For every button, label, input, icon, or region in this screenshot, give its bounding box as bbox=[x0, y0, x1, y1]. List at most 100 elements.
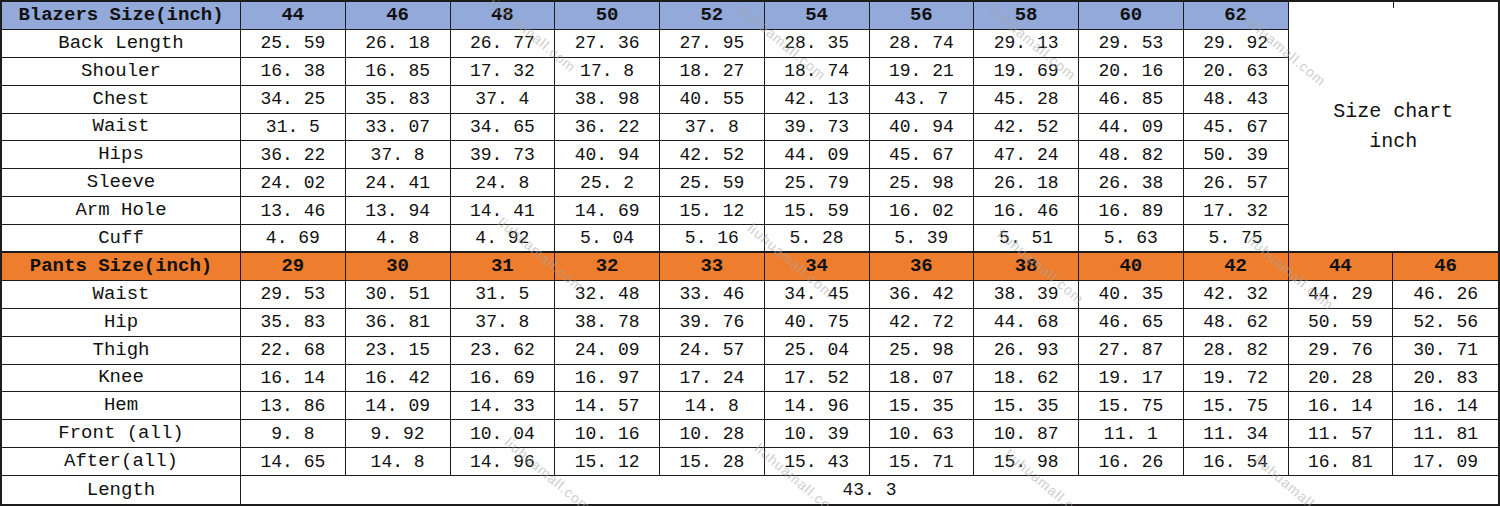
size-value-cell: 5. 28 bbox=[765, 225, 870, 253]
size-value-cell: 37. 8 bbox=[660, 114, 765, 142]
size-value-cell: 29. 53 bbox=[1079, 30, 1184, 58]
size-value-cell: 24. 8 bbox=[451, 169, 556, 197]
size-value-cell: 20. 83 bbox=[1393, 365, 1498, 393]
size-value-cell: 15. 75 bbox=[1079, 392, 1184, 420]
size-value-cell: 10. 28 bbox=[660, 420, 765, 448]
col-header-pants: 38 bbox=[974, 253, 1079, 281]
row-label: Chest bbox=[2, 86, 241, 114]
col-header-pants: 30 bbox=[346, 253, 451, 281]
row-label: Back Length bbox=[2, 30, 241, 58]
size-value-cell: 18. 62 bbox=[974, 365, 1079, 393]
size-value-cell: 17. 09 bbox=[1393, 448, 1498, 476]
size-value-cell: 19. 72 bbox=[1184, 365, 1289, 393]
size-value-cell: 48. 43 bbox=[1184, 86, 1289, 114]
size-value-cell: 13. 94 bbox=[346, 197, 451, 225]
size-value-cell: 26. 77 bbox=[451, 30, 556, 58]
col-header-blazers: 50 bbox=[555, 2, 660, 30]
size-value-cell: 9. 92 bbox=[346, 420, 451, 448]
size-value-cell: 14. 8 bbox=[660, 392, 765, 420]
size-value-cell: 36. 22 bbox=[241, 141, 346, 169]
size-value-cell: 5. 75 bbox=[1184, 225, 1289, 253]
size-value-cell: 16. 69 bbox=[451, 365, 556, 393]
size-value-cell: 10. 87 bbox=[974, 420, 1079, 448]
size-value-cell: 4. 8 bbox=[346, 225, 451, 253]
size-value-cell: 25. 04 bbox=[765, 337, 870, 365]
col-header-pants: 36 bbox=[870, 253, 975, 281]
size-value-cell: 27. 36 bbox=[555, 30, 660, 58]
size-value-cell: 25. 98 bbox=[870, 169, 975, 197]
size-value-cell: 29. 13 bbox=[974, 30, 1079, 58]
col-header-pants: 32 bbox=[555, 253, 660, 281]
size-chart-note: Size chartinch bbox=[1289, 2, 1499, 253]
size-value-cell: 11. 1 bbox=[1079, 420, 1184, 448]
size-value-cell: 39. 73 bbox=[451, 141, 556, 169]
size-value-cell: 34. 45 bbox=[765, 281, 870, 309]
size-value-cell: 24. 41 bbox=[346, 169, 451, 197]
size-value-cell: 48. 62 bbox=[1184, 309, 1289, 337]
size-value-cell: 14. 69 bbox=[555, 197, 660, 225]
size-value-cell: 25. 2 bbox=[555, 169, 660, 197]
size-value-cell: 10. 04 bbox=[451, 420, 556, 448]
size-value-cell: 5. 04 bbox=[555, 225, 660, 253]
size-value-cell: 17. 24 bbox=[660, 365, 765, 393]
size-value-cell: 46. 65 bbox=[1079, 309, 1184, 337]
size-value-cell: 33. 07 bbox=[346, 114, 451, 142]
size-value-cell: 44. 09 bbox=[765, 141, 870, 169]
size-value-cell: 25. 59 bbox=[241, 30, 346, 58]
size-value-cell: 50. 39 bbox=[1184, 141, 1289, 169]
col-header-pants: 42 bbox=[1184, 253, 1289, 281]
size-value-cell: 24. 57 bbox=[660, 337, 765, 365]
size-value-cell: 35. 83 bbox=[241, 309, 346, 337]
row-label: Hem bbox=[2, 392, 241, 420]
size-value-cell: 9. 8 bbox=[241, 420, 346, 448]
size-value-cell: 15. 59 bbox=[765, 197, 870, 225]
size-value-cell: 17. 32 bbox=[451, 58, 556, 86]
size-chart-table: Blazers Size(inch)44464850525456586062Si… bbox=[0, 0, 1500, 506]
size-value-cell: 15. 43 bbox=[765, 448, 870, 476]
size-value-cell: 40. 94 bbox=[870, 114, 975, 142]
size-value-cell: 16. 85 bbox=[346, 58, 451, 86]
size-value-cell: 17. 32 bbox=[1184, 197, 1289, 225]
row-label: Waist bbox=[2, 114, 241, 142]
size-value-cell: 40. 55 bbox=[660, 86, 765, 114]
size-chart-note-line1: Size chart bbox=[1333, 102, 1453, 122]
size-value-cell: 24. 02 bbox=[241, 169, 346, 197]
col-header-pants: 31 bbox=[451, 253, 556, 281]
size-value-cell: 13. 86 bbox=[241, 392, 346, 420]
size-value-cell: 36. 22 bbox=[555, 114, 660, 142]
size-value-cell: 52. 56 bbox=[1393, 309, 1498, 337]
size-value-cell: 47. 24 bbox=[974, 141, 1079, 169]
size-value-cell: 42. 13 bbox=[765, 86, 870, 114]
size-value-cell: 18. 74 bbox=[765, 58, 870, 86]
merged-length-cell: 43. 3 bbox=[241, 476, 1498, 504]
size-value-cell: 11. 57 bbox=[1289, 420, 1394, 448]
col-header-pants: 46 bbox=[1393, 253, 1498, 281]
size-value-cell: 42. 32 bbox=[1184, 281, 1289, 309]
section-title-pants: Pants Size(inch) bbox=[2, 253, 241, 281]
size-value-cell: 16. 14 bbox=[241, 365, 346, 393]
size-value-cell: 16. 81 bbox=[1289, 448, 1394, 476]
size-value-cell: 29. 53 bbox=[241, 281, 346, 309]
size-value-cell: 5. 39 bbox=[870, 225, 975, 253]
col-header-pants: 40 bbox=[1079, 253, 1184, 281]
size-value-cell: 5. 51 bbox=[974, 225, 1079, 253]
row-label: Cuff bbox=[2, 225, 241, 253]
size-value-cell: 48. 82 bbox=[1079, 141, 1184, 169]
size-value-cell: 29. 76 bbox=[1289, 337, 1394, 365]
size-value-cell: 17. 8 bbox=[555, 58, 660, 86]
size-value-cell: 14. 33 bbox=[451, 392, 556, 420]
size-value-cell: 16. 14 bbox=[1393, 392, 1498, 420]
size-value-cell: 33. 46 bbox=[660, 281, 765, 309]
size-value-cell: 40. 94 bbox=[555, 141, 660, 169]
size-value-cell: 17. 52 bbox=[765, 365, 870, 393]
size-value-cell: 29. 92 bbox=[1184, 30, 1289, 58]
size-value-cell: 37. 8 bbox=[346, 141, 451, 169]
col-header-blazers: 60 bbox=[1079, 2, 1184, 30]
col-header-pants: 29 bbox=[241, 253, 346, 281]
size-value-cell: 19. 17 bbox=[1079, 365, 1184, 393]
row-label: Front (all) bbox=[2, 420, 241, 448]
size-value-cell: 39. 76 bbox=[660, 309, 765, 337]
size-value-cell: 5. 16 bbox=[660, 225, 765, 253]
size-value-cell: 14. 96 bbox=[451, 448, 556, 476]
size-value-cell: 26. 57 bbox=[1184, 169, 1289, 197]
